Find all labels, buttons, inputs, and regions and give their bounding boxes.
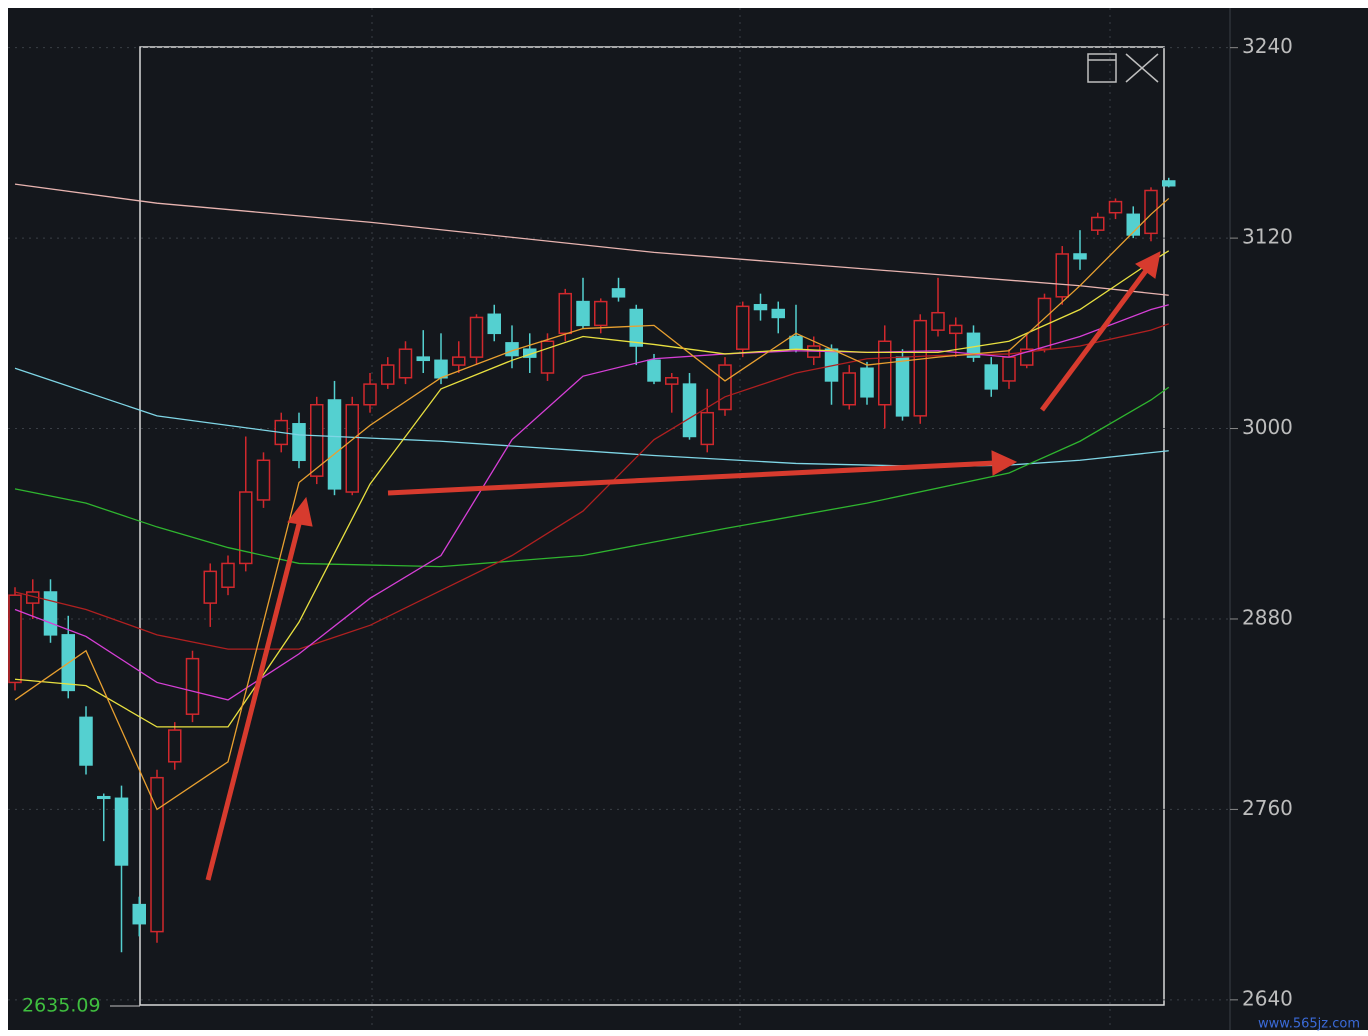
candle-body bbox=[203, 570, 217, 604]
candle-body bbox=[1144, 189, 1158, 235]
candle-body bbox=[469, 316, 484, 358]
candle-body bbox=[114, 797, 129, 866]
candle-body bbox=[168, 729, 182, 763]
candle-body bbox=[1108, 200, 1123, 214]
candle-body bbox=[43, 591, 58, 636]
candle-body bbox=[842, 372, 856, 406]
candle-body bbox=[895, 356, 910, 417]
y-tick-label: 2640 bbox=[1242, 986, 1293, 1010]
candle-body bbox=[576, 300, 590, 327]
moving-average-line bbox=[14, 386, 1170, 568]
candle-body bbox=[310, 403, 324, 477]
candle-body bbox=[416, 356, 430, 362]
candle-body bbox=[1002, 356, 1016, 382]
candle-body bbox=[771, 308, 785, 319]
candle-body bbox=[558, 292, 572, 335]
candle-body bbox=[185, 657, 200, 715]
candle-body bbox=[665, 377, 679, 385]
candle-body bbox=[256, 459, 271, 501]
candle-body bbox=[345, 403, 359, 493]
candle-body bbox=[629, 308, 643, 347]
selection-frame bbox=[139, 46, 1165, 1006]
candle-body bbox=[736, 305, 750, 350]
candle-body bbox=[1091, 216, 1105, 231]
moving-average-line bbox=[14, 304, 1169, 701]
candle-body bbox=[292, 423, 306, 462]
candle-body bbox=[700, 411, 714, 446]
candle-body bbox=[753, 304, 768, 311]
moving-average-line bbox=[14, 323, 1169, 650]
candle-body bbox=[931, 311, 945, 331]
watermark: www.565jz.com bbox=[1258, 1017, 1360, 1032]
candle-body bbox=[434, 359, 448, 379]
range-low-label: 2635.09 bbox=[22, 995, 101, 1017]
candle-body bbox=[452, 356, 466, 366]
vertical-grid bbox=[371, 8, 1111, 1030]
candle-body bbox=[8, 594, 22, 684]
candle-body bbox=[789, 335, 803, 350]
candle-body bbox=[878, 340, 892, 406]
moving-average-line bbox=[14, 250, 1170, 728]
candle-body bbox=[1073, 253, 1087, 260]
candle-body bbox=[949, 324, 963, 335]
y-tick-label: 2760 bbox=[1242, 796, 1293, 820]
candle-body bbox=[682, 383, 697, 438]
candle-body bbox=[398, 348, 413, 379]
candle-body bbox=[381, 364, 395, 385]
candle-body bbox=[1162, 180, 1176, 187]
annotation-arrows bbox=[205, 251, 1161, 881]
candle-body bbox=[984, 364, 998, 390]
candle-body bbox=[860, 367, 874, 398]
candle-body bbox=[97, 795, 111, 800]
background bbox=[8, 8, 1368, 1030]
candle-body bbox=[221, 562, 235, 588]
moving-average-line bbox=[14, 197, 1170, 811]
window-icons[interactable] bbox=[1087, 53, 1159, 83]
candle-body bbox=[239, 491, 253, 565]
moving-average-line bbox=[14, 367, 1169, 468]
candle-body bbox=[718, 364, 732, 411]
candle-body bbox=[1055, 253, 1069, 298]
y-tick-label: 3240 bbox=[1242, 34, 1293, 58]
candle-body bbox=[487, 313, 501, 335]
candle-body bbox=[594, 300, 608, 327]
candle-body bbox=[913, 319, 927, 417]
candle-body bbox=[150, 776, 164, 933]
candle-body bbox=[79, 716, 93, 766]
candle-body bbox=[540, 340, 555, 374]
candle-body bbox=[132, 903, 146, 925]
y-tick-label: 3120 bbox=[1242, 225, 1293, 249]
candle-body bbox=[363, 383, 377, 406]
candle-body bbox=[611, 288, 626, 298]
candle-body bbox=[523, 348, 537, 358]
y-tick-label: 3000 bbox=[1242, 415, 1293, 439]
candle-body bbox=[647, 359, 661, 382]
candle-body bbox=[327, 399, 342, 490]
y-tick-label: 2880 bbox=[1242, 605, 1293, 629]
